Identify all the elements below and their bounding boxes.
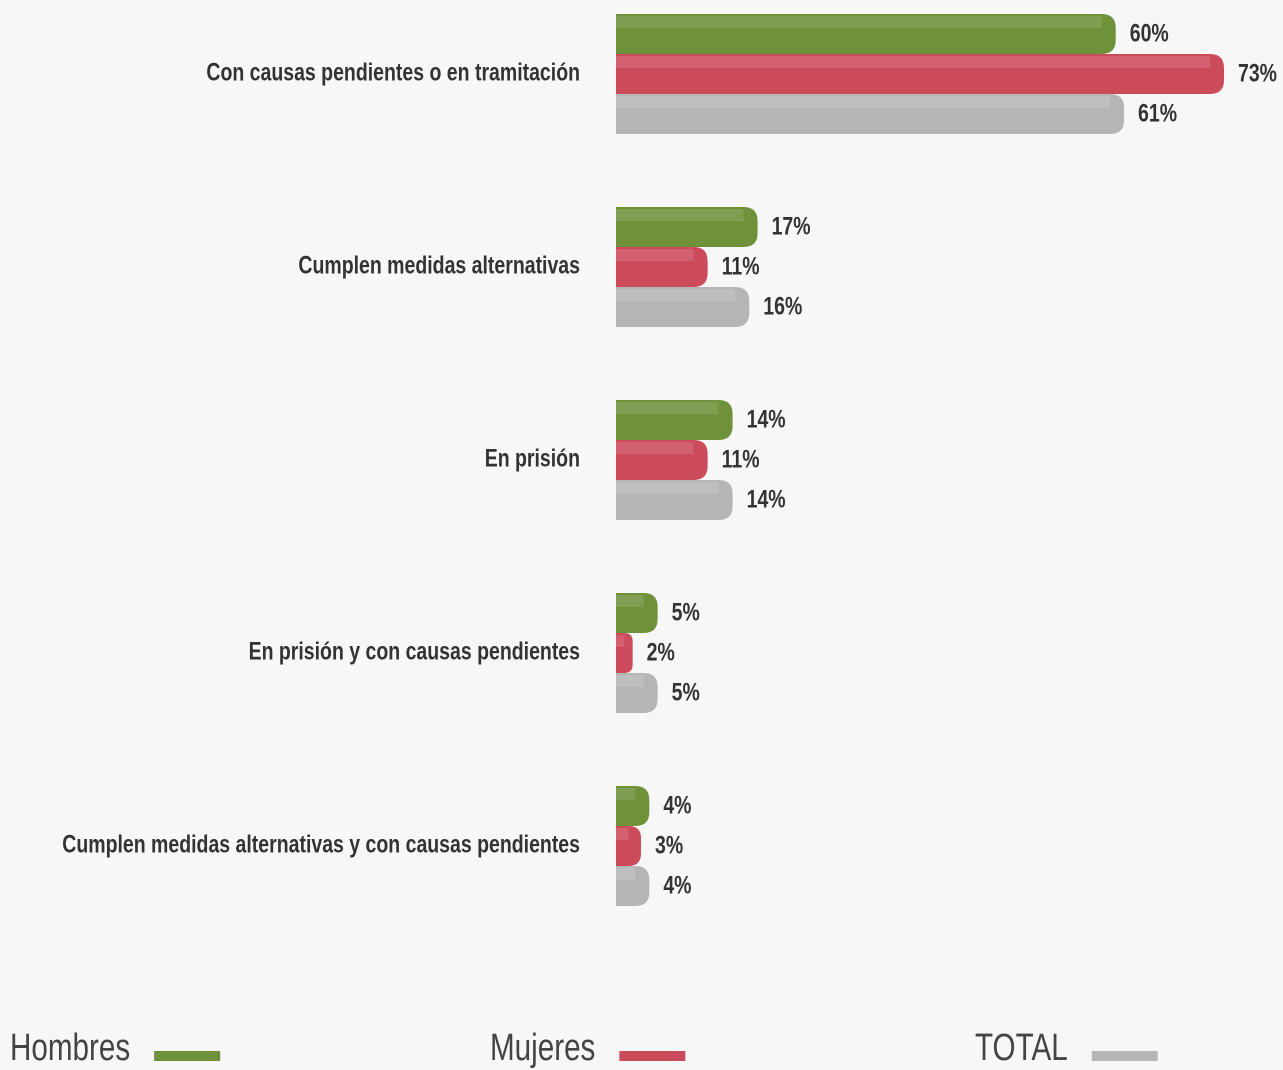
value-label: 4%	[663, 791, 691, 819]
bar-highlight	[616, 442, 694, 454]
bar-highlight	[616, 96, 1111, 108]
value-label-wrap: 73%	[1238, 59, 1277, 87]
bar	[616, 480, 733, 520]
bar	[616, 866, 650, 906]
bar	[616, 673, 658, 713]
legend-swatch	[619, 1051, 686, 1061]
value-label-wrap: 14%	[747, 485, 786, 513]
value-label-wrap: 60%	[1130, 19, 1169, 47]
value-label-wrap: 61%	[1138, 99, 1177, 127]
value-label-wrap: 11%	[722, 445, 760, 473]
category-label-wrap: En prisión	[485, 444, 580, 472]
category-label: En prisión y con causas pendientes	[249, 637, 580, 665]
value-label-wrap: 4%	[663, 791, 691, 819]
value-label: 14%	[747, 485, 786, 513]
value-label-wrap: 4%	[663, 871, 691, 899]
value-label: 17%	[772, 212, 811, 240]
value-label: 4%	[663, 871, 691, 899]
category-label-wrap: Con causas pendientes o en tramitación	[206, 58, 580, 86]
bar-highlight	[616, 675, 644, 687]
value-label-wrap: 16%	[763, 292, 802, 320]
value-label: 14%	[747, 405, 786, 433]
bar-highlight	[616, 209, 744, 221]
bar-highlight	[616, 56, 1210, 68]
value-label: 5%	[672, 678, 700, 706]
value-label: 2%	[647, 638, 675, 666]
value-label: 11%	[722, 252, 760, 280]
category-label-wrap: En prisión y con causas pendientes	[249, 637, 580, 665]
bar-highlight	[616, 635, 625, 647]
bar	[616, 633, 633, 673]
legend-swatch	[154, 1051, 221, 1061]
legend-label: Mujeres	[490, 1027, 595, 1069]
value-label: 3%	[655, 831, 683, 859]
legend-label-wrap: Hombres	[10, 1027, 130, 1069]
bar-highlight	[616, 868, 636, 880]
value-label-wrap: 11%	[722, 252, 760, 280]
bar	[616, 786, 650, 826]
bar-highlight	[616, 16, 1102, 28]
legend-label: TOTAL	[975, 1027, 1068, 1069]
bar-highlight	[616, 249, 694, 261]
value-label-wrap: 3%	[655, 831, 683, 859]
value-label-wrap: 5%	[672, 598, 700, 626]
value-label-wrap: 2%	[647, 638, 675, 666]
bar	[616, 826, 641, 866]
bar	[616, 400, 733, 440]
bar	[616, 14, 1116, 54]
bar	[616, 247, 708, 287]
bar-highlight	[616, 402, 719, 414]
bar	[616, 287, 750, 327]
legend-label: Hombres	[10, 1027, 130, 1069]
bar	[616, 207, 758, 247]
value-label-wrap: 17%	[772, 212, 811, 240]
bar	[616, 54, 1224, 94]
value-label: 60%	[1130, 19, 1169, 47]
category-label-wrap: Cumplen medidas alternativas y con causa…	[62, 830, 580, 858]
value-label-wrap: 5%	[672, 678, 700, 706]
bar-highlight	[616, 788, 636, 800]
category-label: Cumplen medidas alternativas y con causa…	[62, 830, 580, 858]
legend-label-wrap: Mujeres	[490, 1027, 595, 1069]
category-label: Cumplen medidas alternativas	[298, 251, 580, 279]
bar-highlight	[616, 828, 629, 840]
value-label: 11%	[722, 445, 760, 473]
category-label: Con causas pendientes o en tramitación	[206, 58, 580, 86]
bar	[616, 94, 1125, 134]
value-label: 61%	[1138, 99, 1177, 127]
bar-highlight	[616, 289, 736, 301]
value-label: 16%	[763, 292, 802, 320]
bar-highlight	[616, 482, 719, 494]
value-label-wrap: 14%	[747, 405, 786, 433]
category-label-wrap: Cumplen medidas alternativas	[298, 251, 580, 279]
bar-highlight	[616, 595, 644, 607]
category-label: En prisión	[485, 444, 580, 472]
value-label: 73%	[1238, 59, 1277, 87]
bar	[616, 593, 658, 633]
legend-label-wrap: TOTAL	[975, 1027, 1068, 1069]
value-label: 5%	[672, 598, 700, 626]
legend-swatch	[1091, 1051, 1158, 1061]
bar	[616, 440, 708, 480]
